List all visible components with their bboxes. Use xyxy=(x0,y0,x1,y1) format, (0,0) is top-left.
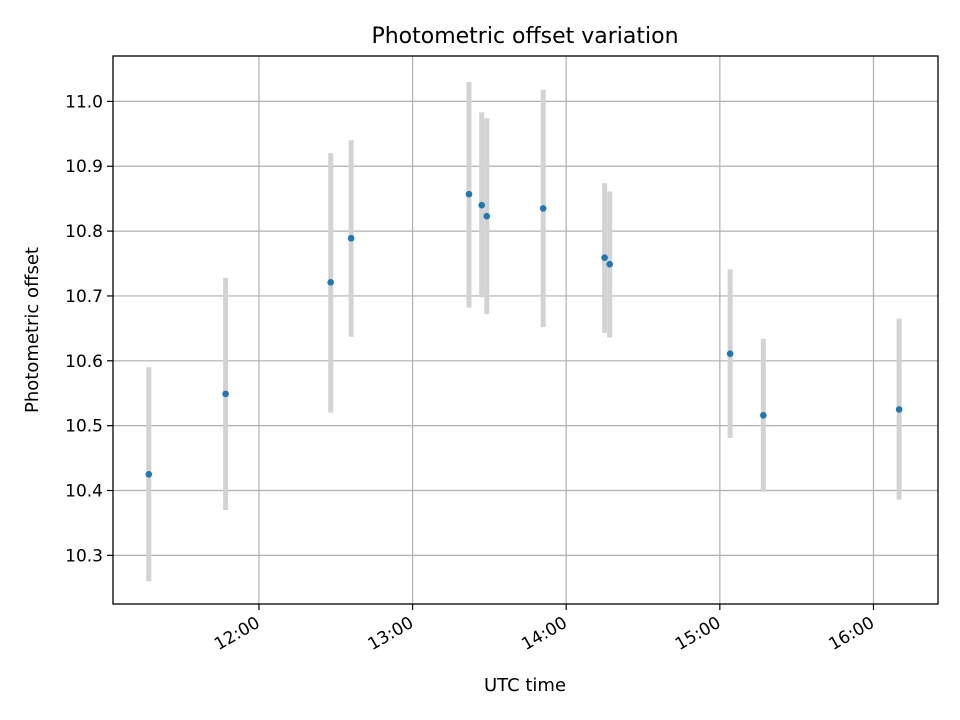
y-tick-label: 10.9 xyxy=(65,157,103,177)
x-axis-label: UTC time xyxy=(484,675,566,696)
y-tick-label: 10.8 xyxy=(65,222,103,242)
data-point xyxy=(895,406,903,413)
data-point xyxy=(539,205,547,212)
chart-title: Photometric offset variation xyxy=(371,24,678,49)
data-point xyxy=(465,190,473,198)
data-point xyxy=(606,260,613,268)
data-point xyxy=(601,254,608,261)
y-tick-label: 11.0 xyxy=(65,92,103,112)
y-tick-label: 10.7 xyxy=(65,287,103,307)
y-tick-label: 10.5 xyxy=(65,417,103,437)
data-point xyxy=(478,201,486,209)
data-point xyxy=(347,234,355,242)
data-point xyxy=(222,390,229,398)
data-point xyxy=(145,470,153,478)
plot-frame xyxy=(112,55,939,605)
data-point xyxy=(760,411,767,419)
grid xyxy=(113,56,938,604)
y-axis-label: Photometric offset xyxy=(22,247,43,413)
y-tick-label: 10.4 xyxy=(65,482,103,502)
data-point xyxy=(327,279,334,286)
data-point xyxy=(483,212,491,220)
data-points xyxy=(145,190,903,478)
y-tick-label: 10.3 xyxy=(65,546,103,566)
y-tick-label: 10.6 xyxy=(65,352,103,372)
y-axis: 10.3 10.4 10.5 10.6 10.7 10.8 10.9 11.0 xyxy=(65,92,113,566)
data-point xyxy=(726,350,734,357)
